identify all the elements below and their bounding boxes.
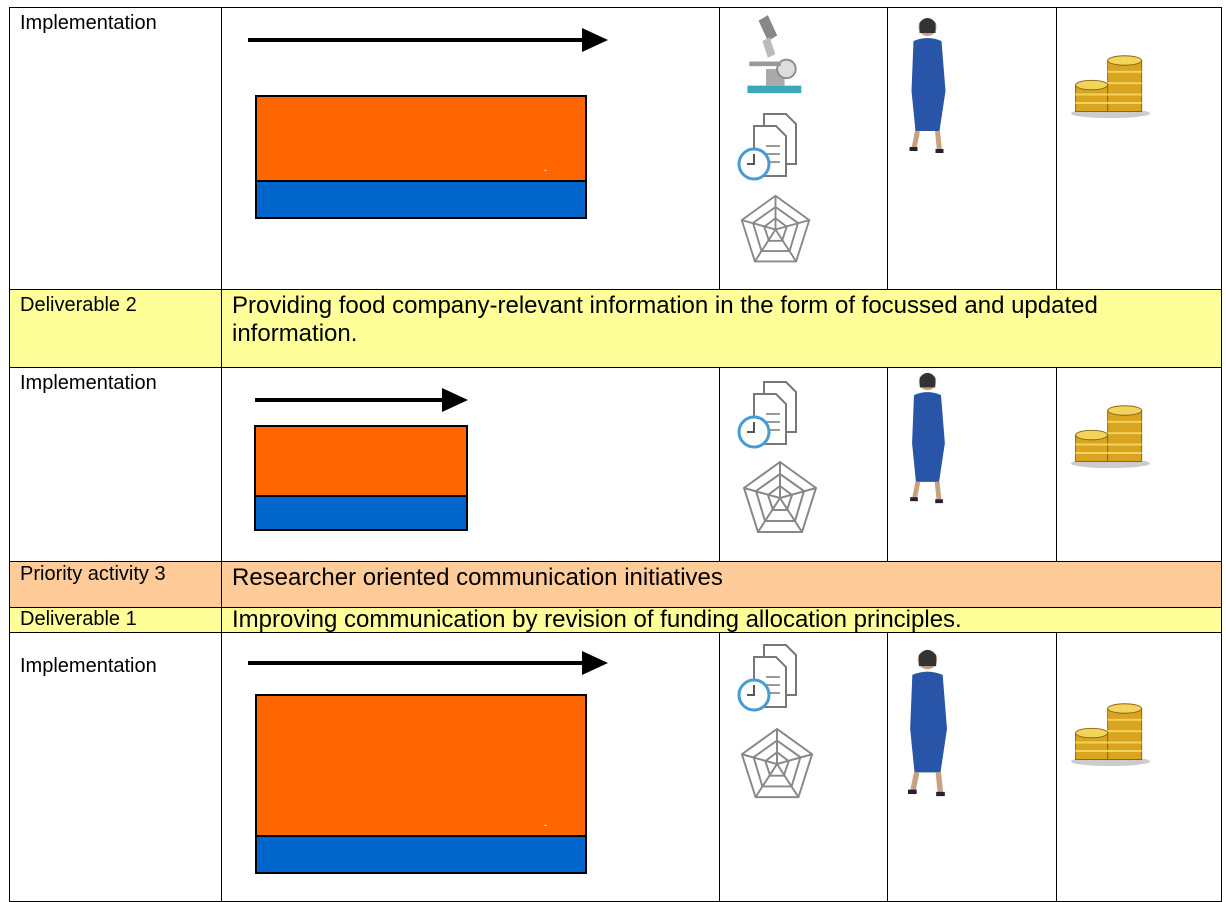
web-icon — [740, 194, 811, 263]
microscope-icon — [746, 14, 803, 95]
person-icon — [910, 18, 946, 151]
blue-bar — [255, 835, 587, 874]
person-icon — [908, 650, 947, 794]
arrow-head — [582, 651, 608, 675]
row-text: Providing food company-relevant informat… — [221, 289, 1222, 368]
orange-bar — [255, 694, 587, 837]
coins-icon — [1069, 54, 1152, 120]
coins-icon — [1069, 702, 1152, 768]
blue-bar — [254, 495, 468, 531]
bar-note: - — [544, 820, 547, 830]
bar-note: - — [544, 165, 547, 175]
arrow-head — [442, 388, 468, 412]
orange-bar — [255, 95, 587, 182]
blue-bar — [255, 180, 587, 219]
documents-icon — [737, 380, 798, 449]
row-label: Deliverable 2 — [9, 289, 222, 368]
coins-icon — [1069, 404, 1152, 470]
row-label: Deliverable 1 — [9, 607, 222, 633]
row-label: Priority activity 3 — [9, 561, 222, 608]
web-icon — [743, 461, 817, 533]
web-icon — [740, 727, 814, 799]
documents-icon — [737, 643, 798, 712]
arrow-head — [582, 28, 608, 52]
documents-icon — [737, 112, 798, 181]
row-text: Researcher oriented communication initia… — [221, 561, 1222, 608]
orange-bar — [254, 425, 468, 497]
person-icon — [910, 373, 945, 501]
